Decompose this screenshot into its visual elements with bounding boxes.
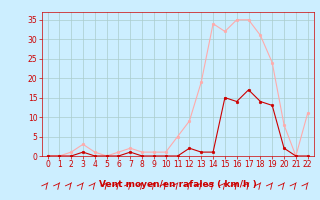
X-axis label: Vent moyen/en rafales ( km/h ): Vent moyen/en rafales ( km/h ) (99, 180, 256, 189)
